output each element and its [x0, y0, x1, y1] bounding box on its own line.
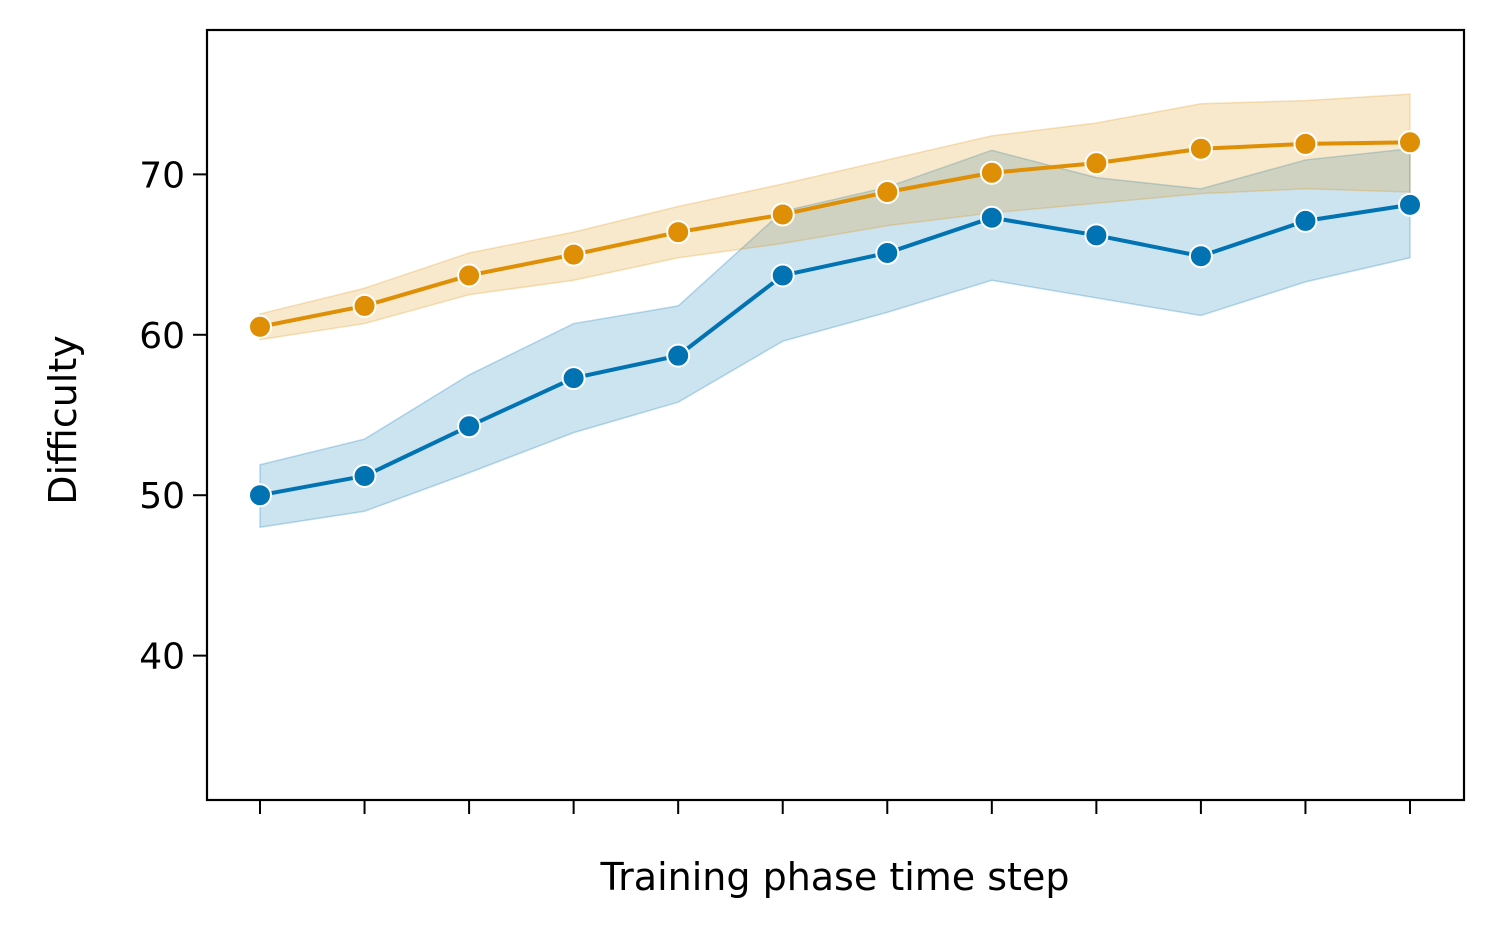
- y-tick-label: 70: [139, 155, 185, 196]
- point-series-1: [770, 263, 795, 288]
- x-ticks: [259, 800, 1411, 814]
- point-series-2: [1084, 151, 1109, 176]
- ci-band-series-2: [259, 93, 1411, 341]
- point-series-1: [1188, 244, 1213, 269]
- point-series-2: [979, 160, 1004, 185]
- point-series-2: [248, 314, 272, 339]
- point-series-2: [352, 293, 377, 318]
- y-tick-label: 40: [139, 637, 185, 678]
- point-series-1: [352, 463, 377, 488]
- y-axis-label: Difficulty: [41, 335, 85, 504]
- point-series-1: [875, 240, 900, 265]
- point-series-2: [666, 220, 691, 245]
- point-series-1: [666, 343, 691, 368]
- y-ticks: 40 50 60 70: [139, 155, 207, 678]
- line-series-1: [259, 202, 1411, 498]
- series-lines: [259, 140, 1411, 498]
- point-series-2: [770, 202, 795, 227]
- point-series-1: [1084, 223, 1109, 248]
- point-series-2: [1188, 136, 1213, 161]
- line-series-2: [259, 140, 1411, 329]
- point-series-1: [561, 366, 586, 391]
- point-series-1: [248, 483, 272, 508]
- point-series-1: [1398, 192, 1422, 217]
- point-series-2: [457, 263, 482, 288]
- point-series-1: [457, 414, 482, 439]
- series-points: [248, 130, 1422, 508]
- point-series-2: [561, 242, 586, 267]
- point-series-2: [1293, 131, 1318, 156]
- point-series-1: [979, 205, 1004, 230]
- point-series-2: [1398, 130, 1422, 155]
- point-series-1: [1293, 208, 1318, 233]
- ci-band-series-1: [259, 147, 1411, 529]
- plot-frame: [205, 28, 1466, 802]
- confidence-bands: [259, 93, 1411, 529]
- plot-area: [248, 93, 1422, 529]
- point-series-2: [875, 180, 900, 205]
- x-axis-label: Training phase time step: [600, 855, 1070, 899]
- y-tick-label: 60: [139, 316, 185, 357]
- y-tick-label: 50: [139, 476, 185, 517]
